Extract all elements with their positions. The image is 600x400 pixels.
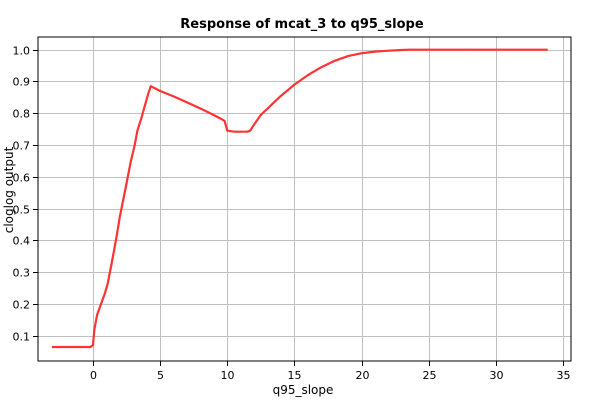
y-tick-label: 0.1	[13, 331, 31, 344]
data-point	[260, 113, 262, 116]
data-point	[144, 102, 147, 105]
x-tick-label: 30	[490, 369, 504, 382]
x-axis: 0 5 10 15 20 25 30 35	[90, 361, 571, 382]
data-point	[468, 48, 470, 51]
data-point	[92, 344, 94, 346]
data-point	[508, 48, 511, 51]
y-tick-label: 0.9	[13, 76, 31, 89]
data-point	[226, 129, 229, 132]
data-point	[545, 48, 548, 51]
data-point	[100, 302, 102, 305]
y-axis: 0.1 0.2 0.3 0.4 0.5 0.6 0.7 0.8 0.9 1.0	[13, 45, 38, 344]
data-point	[347, 55, 349, 57]
y-tick-label: 0.4	[13, 235, 31, 248]
x-tick-label: 10	[221, 369, 235, 382]
data-point	[149, 85, 152, 88]
data-point	[223, 120, 226, 122]
y-tick-label: 0.5	[13, 204, 31, 217]
data-point	[407, 48, 410, 51]
data-point	[387, 49, 390, 52]
chart-title: Response of mcat_3 to q95_slope	[180, 17, 424, 32]
data-point	[320, 66, 323, 69]
data-point	[360, 52, 363, 55]
data-point	[65, 346, 68, 348]
x-tick-label: 0	[90, 369, 97, 382]
data-point	[199, 107, 202, 110]
data-point	[147, 93, 150, 96]
data-point	[219, 117, 222, 120]
x-tick-label: 25	[423, 369, 437, 382]
y-tick-label: 0.2	[13, 299, 31, 312]
data-point	[186, 101, 188, 104]
data-point	[273, 101, 276, 103]
data-point	[333, 59, 336, 62]
data-point	[106, 282, 109, 285]
x-tick-label: 5	[157, 369, 164, 382]
y-tick-label: 0.7	[13, 140, 31, 153]
data-point	[266, 107, 269, 110]
data-point	[140, 117, 143, 119]
data-point	[233, 130, 235, 133]
data-point	[249, 129, 252, 132]
data-point	[427, 48, 430, 51]
y-axis-label: cloglog output	[2, 146, 16, 233]
data-point	[129, 161, 132, 164]
data-point	[96, 314, 98, 316]
data-point	[159, 90, 162, 92]
data-point	[213, 114, 215, 116]
x-tick-label: 35	[557, 369, 571, 382]
data-point	[307, 74, 309, 76]
x-tick-label: 20	[356, 369, 370, 382]
data-point	[253, 123, 256, 126]
y-tick-label: 0.6	[13, 172, 31, 185]
data-point	[104, 291, 106, 294]
x-axis-label: q95_slope	[273, 383, 334, 397]
data-point	[172, 95, 175, 98]
data-point	[136, 129, 139, 132]
plot-frame	[37, 36, 572, 362]
response-curve	[51, 48, 548, 349]
data-point	[119, 215, 121, 218]
data-point	[51, 346, 54, 348]
data-point	[89, 346, 92, 348]
x-tick-label: 15	[288, 369, 302, 382]
y-tick-label: 0.8	[13, 108, 31, 121]
grid	[38, 37, 571, 361]
data-point	[239, 130, 242, 133]
data-point	[124, 188, 127, 191]
y-tick-label: 0.3	[13, 267, 31, 280]
data-point	[293, 83, 296, 86]
data-point	[246, 130, 249, 133]
y-tick-label: 1.0	[13, 45, 31, 58]
data-point	[400, 49, 403, 51]
series-layer	[51, 48, 548, 349]
data-point	[78, 346, 81, 348]
data-point	[133, 144, 136, 146]
data-point	[115, 239, 117, 242]
data-point	[280, 94, 282, 97]
data-point	[93, 328, 96, 331]
data-point	[110, 261, 113, 264]
data-point	[374, 50, 376, 53]
